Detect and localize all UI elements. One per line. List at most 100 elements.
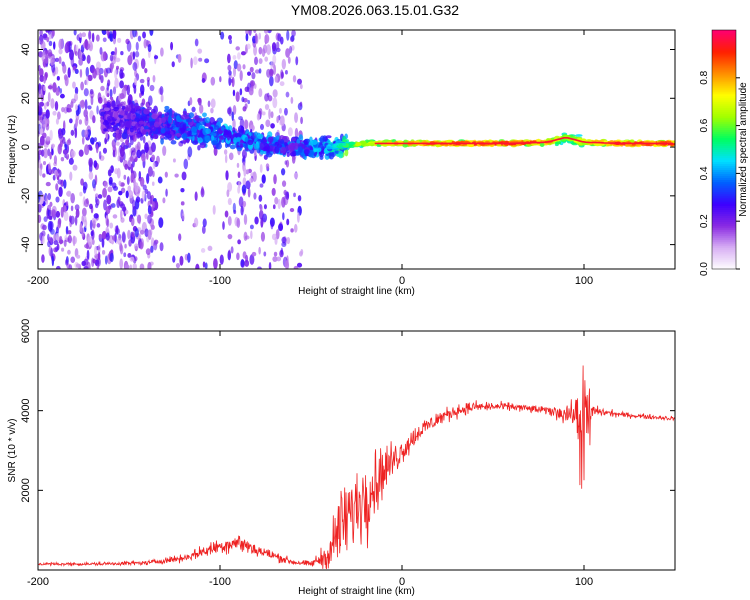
- spectrogram-y-tick-label: -20: [20, 188, 32, 204]
- colorbar-swatch: [712, 155, 736, 159]
- spectrogram-cell: [102, 104, 107, 109]
- spectrogram-cell: [132, 51, 136, 60]
- spectrogram-cell: [264, 33, 270, 44]
- spectrogram-cell: [227, 53, 231, 64]
- colorbar-swatch: [712, 243, 736, 246]
- spectrogram-cell: [287, 127, 293, 137]
- spectrogram-cell: [189, 97, 193, 106]
- colorbar-swatch: [712, 123, 736, 127]
- spectrogram-cell: [114, 47, 118, 56]
- spectrogram-cell: [204, 262, 208, 269]
- spectrogram-cell: [249, 66, 254, 73]
- spectrogram-cell: [38, 214, 42, 223]
- spectrogram-cell: [89, 219, 93, 231]
- spectrogram-cell: [127, 142, 132, 148]
- spectrogram-cell: [138, 170, 142, 179]
- spectrogram-cell: [197, 48, 203, 54]
- spectrogram-cell: [38, 82, 41, 92]
- spectrogram-cell: [240, 205, 244, 216]
- spectrogram-cell: [162, 123, 166, 127]
- spectrogram-cell: [325, 146, 333, 150]
- spectrogram-cell: [81, 136, 85, 145]
- spectrogram-cell: [65, 259, 69, 266]
- spectrogram-cell: [135, 41, 139, 51]
- colorbar-swatch: [712, 171, 736, 174]
- spectrogram-cell: [281, 196, 286, 208]
- spectrogram-cell: [207, 245, 213, 251]
- spectrogram-cell: [83, 88, 89, 97]
- spectrogram-cell: [82, 181, 88, 191]
- spectrogram-cell: [198, 121, 205, 126]
- spectrogram-cell: [254, 69, 260, 74]
- spectrogram-cell: [187, 252, 191, 263]
- spectrogram-cell: [151, 201, 156, 209]
- spectrogram-cell: [284, 260, 290, 269]
- spectrogram-cell: [325, 135, 332, 139]
- spectrogram-cell: [236, 252, 240, 261]
- spectrogram-cell: [142, 136, 146, 144]
- spectrogram-cell: [253, 45, 258, 56]
- spectrogram-cell: [105, 232, 110, 241]
- spectrogram-cell: [205, 128, 211, 135]
- spectrogram-cell: [93, 160, 98, 168]
- spectrogram-cell: [147, 43, 152, 53]
- spectrogram-cell: [127, 55, 133, 66]
- colorbar-swatch: [712, 127, 736, 131]
- spectrogram-cell: [539, 142, 545, 147]
- spectrogram-cell: [267, 131, 273, 138]
- spectrogram-cell: [76, 254, 81, 259]
- spectrogram-cell: [349, 142, 356, 145]
- spectrogram-cell: [129, 127, 134, 133]
- spectrogram-cell: [232, 55, 237, 60]
- spectrogram-cell: [92, 68, 97, 79]
- colorbar-swatch: [712, 59, 736, 63]
- spectrogram-cell: [170, 41, 174, 51]
- spectrogram-cell: [100, 51, 106, 62]
- spectrogram-cell: [245, 169, 250, 175]
- spectrogram-cell: [202, 261, 206, 268]
- spectrogram-cell: [68, 264, 73, 269]
- spectrogram-cell: [181, 212, 185, 221]
- spectrogram-cell: [232, 202, 236, 213]
- spectrogram-cell: [102, 120, 109, 126]
- colorbar-swatch: [712, 147, 736, 151]
- spectrogram-cell: [165, 133, 172, 139]
- spectrogram-cell: [103, 128, 108, 132]
- spectrogram-cell: [117, 155, 121, 162]
- spectrogram-cell: [281, 241, 287, 248]
- spectrogram-cell: [170, 140, 177, 145]
- spectrogram-cell: [228, 76, 232, 87]
- colorbar-swatch: [712, 49, 736, 53]
- spectrogram-cell: [338, 150, 344, 159]
- spectrogram-cell: [212, 132, 217, 137]
- colorbar-swatch: [712, 33, 736, 37]
- colorbar-swatch: [712, 167, 736, 171]
- colorbar-swatch: [712, 31, 736, 35]
- spectrogram-cell: [575, 134, 583, 137]
- spectrogram-cell: [38, 101, 41, 113]
- spectrogram-cell: [118, 180, 122, 186]
- spectrogram-cell: [201, 225, 206, 234]
- spectrogram-cell: [268, 262, 272, 269]
- spectrogram-cell: [74, 68, 79, 74]
- spectrogram-cell: [117, 196, 121, 204]
- spectrogram-cell: [64, 154, 67, 159]
- spectrogram-cell: [130, 172, 135, 181]
- colorbar-swatch: [712, 191, 736, 194]
- spectrogram-cell: [263, 30, 269, 34]
- spectrogram-cell: [56, 111, 61, 120]
- spectrogram-cell: [40, 40, 46, 51]
- spectrogram-cell: [207, 100, 211, 108]
- spectrogram-cell: [248, 87, 254, 96]
- spectrogram-cell: [140, 58, 146, 70]
- spectrogram-cell: [65, 225, 69, 235]
- spectrogram-cell: [100, 74, 104, 84]
- spectrogram-cell: [97, 92, 102, 102]
- spectrogram-cell: [142, 184, 147, 191]
- spectrogram-cell: [141, 153, 146, 162]
- spectrogram-cell: [135, 196, 141, 203]
- spectrogram-cell: [272, 89, 278, 98]
- spectrogram-cell: [187, 146, 193, 158]
- spectrogram-cell: [42, 224, 47, 231]
- colorbar-swatch: [712, 205, 736, 208]
